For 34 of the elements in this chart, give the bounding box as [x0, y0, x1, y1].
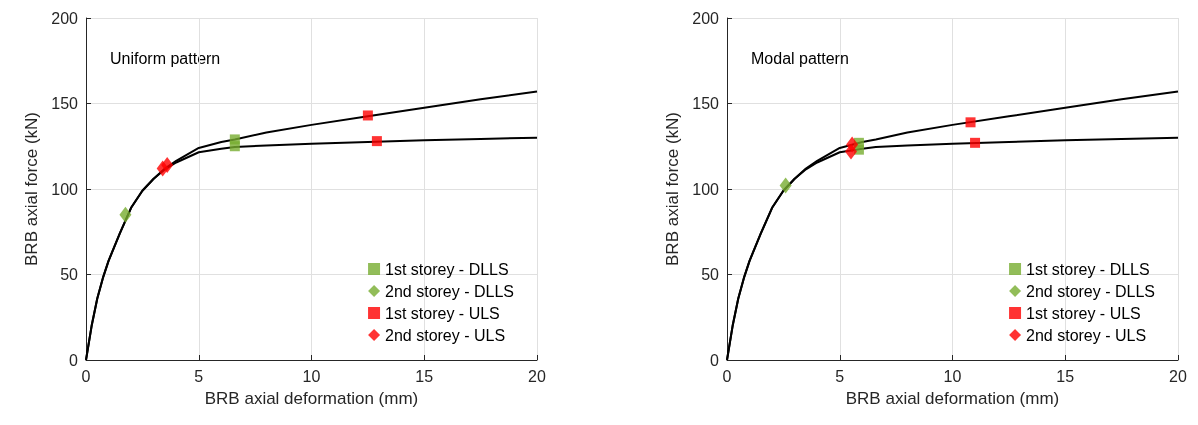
- y-tick-label: 100: [692, 180, 720, 198]
- x-tick-label: 0: [722, 367, 732, 385]
- x-tick-label: 15: [1056, 367, 1075, 385]
- y-tick-label: 0: [710, 351, 720, 369]
- annotation: Uniform pattern: [110, 49, 221, 67]
- legend-label: 1st storey - ULS: [1026, 304, 1141, 322]
- y-tick-label: 200: [692, 9, 720, 27]
- y-tick-label: 200: [51, 9, 79, 27]
- annotation: Modal pattern: [751, 49, 849, 67]
- y-tick-label: 50: [701, 266, 720, 283]
- y-tick-label: 150: [51, 95, 79, 112]
- y-axis-title: BRB axial force (kN): [22, 112, 42, 266]
- y-tick-label: 0: [69, 351, 79, 369]
- x-tick-label: 5: [194, 367, 204, 385]
- legend-label: 2nd storey - DLLS: [1026, 282, 1155, 300]
- x-axis-title: BRB axial deformation (mm): [845, 389, 1060, 408]
- x-tick-label: 20: [528, 367, 546, 385]
- y-tick-label: 150: [692, 95, 720, 112]
- legend-label: 2nd storey - ULS: [385, 326, 506, 344]
- x-tick-label: 15: [415, 367, 434, 385]
- legend-label: 1st storey - DLLS: [1026, 260, 1150, 278]
- x-tick-label: 0: [81, 367, 91, 385]
- legend-label: 2nd storey - DLLS: [385, 282, 514, 300]
- x-tick-label: 10: [302, 367, 321, 385]
- x-tick-label: 10: [943, 367, 962, 385]
- legend-label: 1st storey - ULS: [385, 304, 500, 322]
- y-tick-label: 50: [60, 266, 79, 283]
- legend-label: 2nd storey - ULS: [1026, 326, 1147, 344]
- legend-label: 1st storey - DLLS: [385, 260, 509, 278]
- x-tick-label: 5: [835, 367, 845, 385]
- y-tick-label: 100: [51, 180, 79, 198]
- x-axis-title: BRB axial deformation (mm): [204, 389, 419, 408]
- x-tick-label: 20: [1169, 367, 1187, 385]
- y-axis-title: BRB axial force (kN): [663, 112, 683, 266]
